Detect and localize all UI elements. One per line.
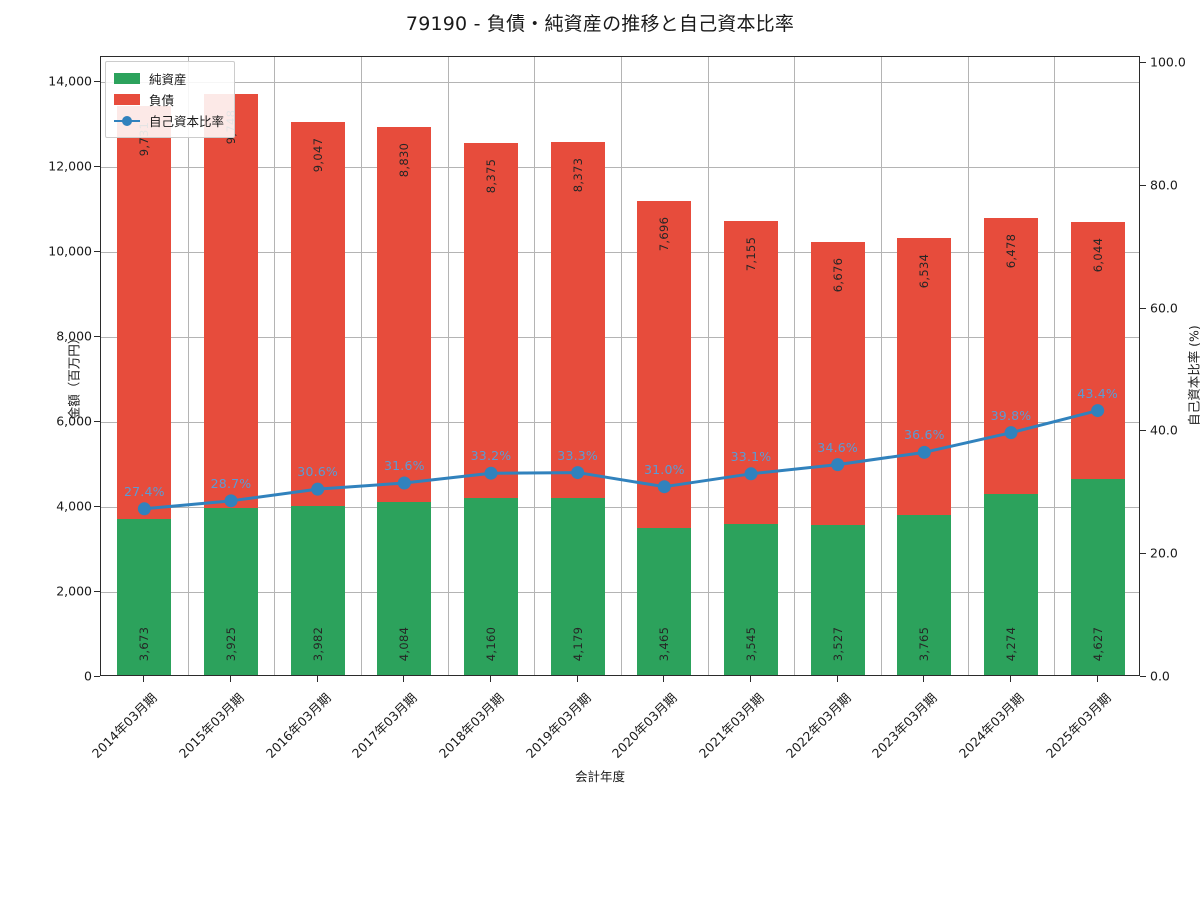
chart-figure: 79190 - 負債・純資産の推移と自己資本比率 9,7313,6739,748… — [0, 0, 1200, 800]
legend-swatch-equity-icon — [114, 73, 140, 84]
y-axis-tick-right: 80.0 — [1150, 177, 1178, 192]
x-axis-tick-mark — [490, 676, 491, 682]
y-axis-tick-left: 12,000 — [48, 159, 92, 174]
y-axis-tick-right: 100.0 — [1150, 55, 1186, 70]
y-axis-tick-left: 14,000 — [48, 74, 92, 89]
y-axis-tick-mark-left — [94, 166, 100, 167]
y-axis-tick-mark-right — [1140, 308, 1146, 309]
y-axis-tick-left: 10,000 — [48, 244, 92, 259]
y-axis-tick-mark-right — [1140, 553, 1146, 554]
y-axis-label-right: 自己資本比率 (%) — [1184, 296, 1200, 456]
y-axis-tick-mark-left — [94, 336, 100, 337]
x-axis-tick-mark — [837, 676, 838, 682]
ratio-labels-layer: 27.4% 28.7% 30.6% 31.6% 33.2% 33.3% 31.0% 33.1%… — [101, 57, 1139, 675]
y-axis-tick-mark-left — [94, 251, 100, 252]
ratio-value-label: 33.1% — [731, 449, 772, 464]
plot-area: 9,7313,6739,7483,9259,0473,9828,8304,084… — [100, 56, 1140, 676]
y-axis-tick-mark-right — [1140, 430, 1146, 431]
ratio-value-label: 27.4% — [124, 484, 165, 499]
chart-title: 79190 - 負債・純資産の推移と自己資本比率 — [0, 9, 1200, 36]
y-axis-tick-mark-left — [94, 676, 100, 677]
y-axis-tick-mark-right — [1140, 676, 1146, 677]
y-axis-label-left: 金額（百万円） — [64, 296, 83, 456]
chart-legend: 純資産 負債 自己資本比率 — [105, 61, 235, 138]
y-axis-tick-right: 20.0 — [1150, 546, 1178, 561]
x-axis-tick-mark — [923, 676, 924, 682]
ratio-value-label: 36.6% — [904, 427, 945, 442]
y-axis-tick-mark-left — [94, 421, 100, 422]
ratio-value-label: 31.0% — [644, 462, 685, 477]
y-axis-tick-mark-right — [1140, 185, 1146, 186]
ratio-value-label: 33.2% — [471, 448, 512, 463]
ratio-value-label: 39.8% — [991, 408, 1032, 423]
x-axis-label: 会計年度 — [0, 766, 1200, 785]
ratio-value-label: 33.3% — [557, 448, 598, 463]
y-axis-tick-left: 0 — [84, 669, 92, 684]
x-axis-tick-mark — [1097, 676, 1098, 682]
legend-label-equity-ratio: 自己資本比率 — [149, 111, 224, 130]
y-axis-tick-right: 0.0 — [1150, 669, 1170, 684]
legend-label-equity: 純資産 — [149, 69, 187, 88]
x-axis-tick-mark — [1010, 676, 1011, 682]
y-axis-tick-left: 2,000 — [56, 584, 92, 599]
x-axis-tick-mark — [317, 676, 318, 682]
legend-swatch-liabilities-icon — [114, 94, 140, 105]
x-axis-tick-mark — [403, 676, 404, 682]
ratio-value-label: 30.6% — [297, 464, 338, 479]
ratio-value-label: 34.6% — [817, 440, 858, 455]
y-axis-tick-left: 4,000 — [56, 499, 92, 514]
x-axis-tick-mark — [577, 676, 578, 682]
y-axis-tick-mark-left — [94, 81, 100, 82]
x-axis-tick-mark — [143, 676, 144, 682]
legend-line-marker-icon — [114, 115, 140, 126]
legend-label-liabilities: 負債 — [149, 90, 174, 109]
x-axis-tick-mark — [663, 676, 664, 682]
ratio-value-label: 28.7% — [211, 476, 252, 491]
x-axis-tick-mark — [750, 676, 751, 682]
legend-item-equity-ratio[interactable]: 自己資本比率 — [114, 110, 224, 131]
ratio-value-label: 43.4% — [1077, 386, 1118, 401]
y-axis-tick-mark-left — [94, 506, 100, 507]
legend-item-equity[interactable]: 純資産 — [114, 68, 224, 89]
ratio-value-label: 31.6% — [384, 458, 425, 473]
x-axis-tick-mark — [230, 676, 231, 682]
legend-item-liabilities[interactable]: 負債 — [114, 89, 224, 110]
y-axis-tick-mark-left — [94, 591, 100, 592]
y-axis-tick-mark-right — [1140, 62, 1146, 63]
y-axis-tick-right: 40.0 — [1150, 423, 1178, 438]
y-axis-tick-right: 60.0 — [1150, 300, 1178, 315]
